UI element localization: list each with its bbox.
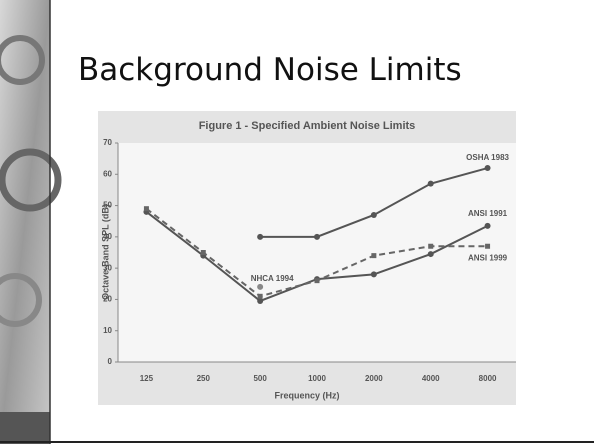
marker	[485, 244, 490, 249]
series-label: NHCA 1994	[251, 274, 294, 283]
y-tick-label: 50	[103, 201, 112, 210]
marker	[257, 298, 263, 304]
marker	[371, 253, 376, 258]
marker	[201, 250, 206, 255]
marker	[258, 294, 263, 299]
x-tick-label: 8000	[479, 374, 497, 383]
decor-corner	[0, 412, 50, 444]
x-axis-label: Frequency (Hz)	[274, 390, 339, 400]
y-tick-label: 0	[108, 357, 113, 366]
chart-title: Figure 1 - Specified Ambient Noise Limit…	[199, 120, 416, 132]
marker	[485, 223, 491, 229]
marker	[371, 271, 377, 277]
y-tick-label: 60	[103, 169, 112, 178]
x-tick-label: 1000	[308, 374, 326, 383]
slide-title: Background Noise Limits	[78, 52, 462, 88]
x-tick-label: 4000	[422, 374, 440, 383]
x-tick-label: 2000	[365, 374, 383, 383]
marker	[428, 251, 434, 257]
y-axis-label: Octave-Band SPL (dB)	[100, 204, 110, 300]
marker	[314, 234, 320, 240]
x-tick-label: 500	[253, 374, 267, 383]
marker	[315, 278, 320, 283]
marker	[257, 284, 263, 290]
y-tick-label: 30	[103, 263, 112, 272]
marker	[485, 165, 491, 171]
series-label: ANSI 1999	[468, 253, 508, 262]
marker	[428, 244, 433, 249]
y-tick-label: 10	[103, 326, 112, 335]
x-tick-label: 125	[140, 374, 154, 383]
y-tick-label: 70	[103, 138, 112, 147]
slide: Figure 1 - Specified Ambient Noise Limit…	[0, 0, 594, 444]
series-label: OSHA 1983	[466, 153, 509, 162]
marker	[257, 234, 263, 240]
series-label: ANSI 1991	[468, 209, 508, 218]
marker	[371, 212, 377, 218]
marker	[144, 206, 149, 211]
y-tick-label: 20	[103, 295, 112, 304]
y-tick-label: 40	[103, 232, 112, 241]
marker	[428, 181, 434, 187]
x-tick-label: 250	[197, 374, 211, 383]
